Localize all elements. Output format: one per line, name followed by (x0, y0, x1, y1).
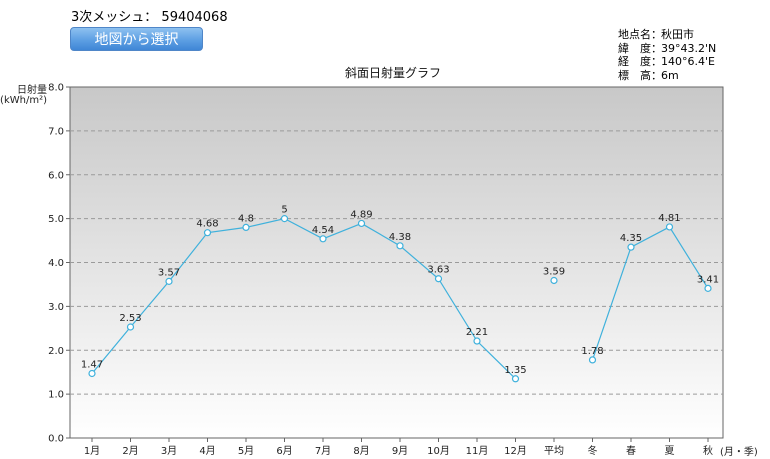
site-info-value: 140°6.4'E (661, 55, 715, 68)
x-tick-label: 1月 (84, 445, 100, 457)
data-label: 1.47 (81, 360, 103, 371)
site-info-row-latitude: 緯 度：39°43.2'N (618, 42, 716, 56)
series-lines (91, 217, 709, 380)
data-label: 1.35 (504, 365, 526, 376)
x-tick-label: 6月 (276, 445, 292, 457)
data-label: 1.78 (581, 346, 603, 357)
x-ticks: 1月 2月 3月 4月 5月 6月 7月 8月 9月 10月 11月 12月 平均 冬 春 夏 秋 (84, 438, 713, 457)
data-point (396, 242, 404, 250)
data-point (165, 277, 173, 285)
mesh-label-text: 3次メッシュ： (71, 10, 158, 25)
data-label: 4.81 (658, 213, 680, 224)
x-tick-label: 4月 (199, 445, 215, 457)
data-point (126, 323, 135, 331)
data-label: 4.38 (389, 232, 411, 243)
x-tick-label: 8月 (353, 445, 369, 457)
series-line (591, 226, 709, 361)
x-tick-label: 11月 (466, 445, 489, 457)
site-info-value: 39°43.2'N (661, 41, 717, 55)
chart-title: 斜面日射量グラフ (345, 65, 441, 80)
data-point (319, 235, 327, 243)
data-point (242, 223, 250, 231)
y-axis-unit: (kWh/m²) (0, 95, 47, 106)
data-label: 3.63 (427, 265, 449, 276)
site-info: 地点名：秋田市 緯 度：39°43.2'N 経 度：140°6.4'E 標 高：… (618, 28, 716, 82)
y-tick-label: 8.0 (48, 83, 64, 94)
site-info-key: 経 度： (618, 55, 662, 68)
data-point (88, 369, 96, 378)
site-info-value: 6m (661, 68, 679, 82)
y-tick-label: 5.0 (48, 214, 64, 225)
site-info-key: 地点名： (618, 28, 662, 41)
select-from-map-button[interactable]: 地図から選択 (70, 27, 203, 51)
data-label: 4.54 (312, 225, 334, 236)
x-tick-label: 10月 (427, 445, 450, 457)
y-tick-label: 2.0 (48, 346, 64, 357)
data-point (473, 337, 481, 345)
x-tick-label: 平均 (544, 445, 564, 457)
data-label: 3.57 (158, 267, 180, 278)
y-tick-label: 4.0 (48, 258, 64, 269)
site-info-row-elevation: 標 高：6m (618, 69, 716, 83)
site-info-row-longitude: 経 度：140°6.4'E (618, 55, 716, 69)
mesh-code: 59404068 (161, 10, 228, 25)
data-point (434, 275, 443, 283)
x-axis-label: (月・季) (720, 446, 758, 458)
x-tick-label: 夏 (665, 445, 675, 457)
x-tick-label: 12月 (504, 445, 527, 457)
x-tick-label: 秋 (703, 444, 713, 457)
data-point (627, 243, 635, 251)
y-tick-label: 6.0 (48, 170, 64, 181)
data-label: 2.53 (119, 313, 141, 324)
data-label: 2.21 (466, 327, 488, 338)
data-label: 4.8 (238, 213, 254, 224)
data-point (511, 375, 520, 383)
y-tick-label: 7.0 (48, 126, 64, 137)
site-info-key: 標 高： (618, 68, 662, 82)
y-tick-label: 3.0 (48, 302, 64, 313)
series-line (91, 217, 516, 380)
x-tick-label: 9月 (392, 445, 408, 457)
series-points (88, 215, 712, 383)
data-point (704, 284, 712, 292)
data-label: 4.35 (620, 233, 642, 244)
data-point (588, 356, 597, 364)
data-point (550, 276, 558, 285)
data-point (203, 229, 212, 237)
site-info-row-name: 地点名：秋田市 (618, 28, 716, 42)
data-label: 5 (281, 205, 287, 216)
x-tick-label: 2月 (122, 445, 138, 457)
data-point (280, 215, 289, 223)
data-point (357, 219, 366, 228)
data-point (665, 223, 674, 231)
site-info-key: 緯 度： (618, 41, 662, 55)
x-tick-label: 5月 (238, 445, 254, 457)
gridlines (70, 130, 723, 395)
data-label: 3.59 (543, 266, 565, 277)
y-ticks: 0.0 1.0 2.0 3.0 4.0 5.0 6.0 7.0 8.0 (48, 83, 70, 445)
x-tick-label: 冬 (588, 444, 598, 457)
data-label: 4.68 (196, 219, 218, 230)
y-tick-label: 0.0 (48, 434, 64, 445)
x-tick-label: 7月 (315, 445, 331, 457)
data-label: 3.41 (697, 274, 719, 285)
data-labels: 1.47 2.53 3.57 4.68 4.8 5 4.54 4.89 4.38 3.63 2.21… (81, 205, 719, 376)
mesh-label: 3次メッシュ： 59404068 (71, 6, 228, 25)
y-axis-label: 日射量 (17, 84, 47, 96)
x-tick-label: 春 (626, 445, 636, 457)
x-tick-label: 3月 (161, 445, 177, 457)
data-label: 4.89 (350, 209, 372, 220)
site-info-value: 秋田市 (661, 28, 694, 41)
y-tick-label: 1.0 (48, 390, 64, 401)
